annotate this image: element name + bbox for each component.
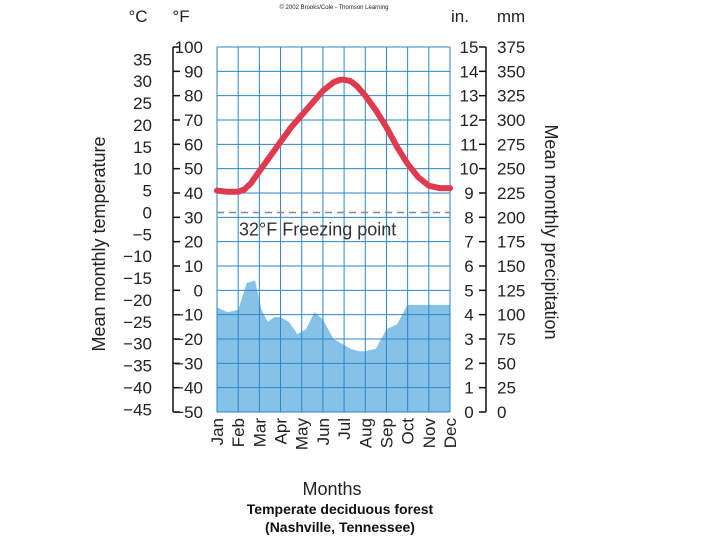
fahrenheit-tick-label: −10 xyxy=(174,306,203,325)
month-label: Oct xyxy=(399,418,418,445)
month-label: Sep xyxy=(377,418,396,448)
millimeter-tick-label: 275 xyxy=(497,135,525,154)
fahrenheit-tick-label: 60 xyxy=(184,135,203,154)
millimeter-tick-label: 100 xyxy=(497,306,525,325)
millimeter-tick-label: 325 xyxy=(497,87,525,106)
right-axis-title: Mean monthly precipitation xyxy=(541,124,561,339)
millimeter-tick-label: 50 xyxy=(497,354,516,373)
month-label: Jun xyxy=(314,418,333,445)
celsius-tick-label: 15 xyxy=(133,138,152,157)
millimeters-unit-label: mm xyxy=(497,7,525,26)
inches-tick-label: 3 xyxy=(464,330,473,349)
fahrenheit-tick-label: 50 xyxy=(184,160,203,179)
inches-tick-label: 7 xyxy=(464,233,473,252)
fahrenheit-tick-label: −20 xyxy=(174,330,203,349)
fahrenheit-tick-label: 90 xyxy=(184,62,203,81)
celsius-tick-label: −30 xyxy=(123,335,152,354)
fahrenheit-tick-label: −40 xyxy=(174,379,203,398)
celsius-tick-label: −15 xyxy=(123,269,152,288)
inches-tick-label: 10 xyxy=(460,160,479,179)
axes-layer xyxy=(172,46,487,413)
inches-tick-label: 12 xyxy=(460,111,479,130)
fahrenheit-tick-label: 0 xyxy=(194,281,203,300)
millimeter-tick-label: 300 xyxy=(497,111,525,130)
month-label: Apr xyxy=(272,418,291,445)
fahrenheit-tick-label: 20 xyxy=(184,233,203,252)
fahrenheit-tick-label: 80 xyxy=(184,87,203,106)
month-label: Aug xyxy=(356,418,375,448)
celsius-tick-label: −35 xyxy=(123,357,152,376)
month-label: Dec xyxy=(441,418,460,449)
celsius-tick-label: 25 xyxy=(133,94,152,113)
celsius-tick-label: −25 xyxy=(123,313,152,332)
left-axis-title: Mean monthly temperature xyxy=(89,136,109,351)
x-axis-title: Months xyxy=(302,479,361,499)
inches-tick-label: 2 xyxy=(464,354,473,373)
inches-tick-label: 6 xyxy=(464,257,473,276)
precipitation-area-layer xyxy=(217,280,450,412)
inches-tick-label: 13 xyxy=(460,87,479,106)
celsius-tick-label: 0 xyxy=(143,203,152,222)
celsius-tick-label: −40 xyxy=(123,378,152,397)
millimeter-tick-label: 0 xyxy=(497,403,506,422)
fahrenheit-tick-label: 10 xyxy=(184,257,203,276)
month-label: Feb xyxy=(229,418,248,447)
caption-biome: Temperate deciduous forest xyxy=(246,501,434,517)
temperature-line xyxy=(214,76,453,195)
fahrenheit-unit-label: °F xyxy=(172,7,189,26)
precipitation-area xyxy=(217,280,450,412)
celsius-tick-label: 10 xyxy=(133,160,152,179)
millimeter-tick-label: 150 xyxy=(497,257,525,276)
month-label: Nov xyxy=(420,418,439,449)
inches-tick-label: 4 xyxy=(464,306,473,325)
millimeter-tick-label: 75 xyxy=(497,330,516,349)
month-labels-layer: Jan Feb Mar Apr May Jun Jul Aug Sep Oct Nov Dec xyxy=(208,418,460,451)
tick-labels-layer: 35302520151050−5−10−15−20−25−30−35−40−45… xyxy=(123,38,525,422)
celsius-tick-label: 20 xyxy=(133,116,152,135)
freezing-line-layer: 32°F Freezing point xyxy=(217,211,450,239)
month-label: Mar xyxy=(250,418,269,448)
millimeter-tick-label: 350 xyxy=(497,62,525,81)
millimeter-tick-label: 250 xyxy=(497,160,525,179)
millimeter-tick-label: 375 xyxy=(497,38,525,57)
inches-tick-label: 15 xyxy=(460,38,479,57)
month-label: Jul xyxy=(335,418,354,440)
fahrenheit-tick-label: 30 xyxy=(184,208,203,227)
fahrenheit-tick-label: −30 xyxy=(174,354,203,373)
inches-tick-label: 8 xyxy=(464,208,473,227)
month-label: Jan xyxy=(208,418,227,445)
fahrenheit-tick-label: 70 xyxy=(184,111,203,130)
month-label: May xyxy=(293,418,312,451)
celsius-tick-label: 35 xyxy=(133,50,152,69)
fahrenheit-tick-label: 40 xyxy=(184,184,203,203)
copyright-notice: © 2002 Brooks/Cole - Thomson Learning xyxy=(279,4,388,11)
millimeter-tick-label: 225 xyxy=(497,184,525,203)
millimeter-tick-label: 175 xyxy=(497,233,525,252)
freezing-point-label: 32°F Freezing point xyxy=(239,219,396,239)
fahrenheit-tick-label: 100 xyxy=(175,38,203,57)
millimeter-tick-label: 25 xyxy=(497,379,516,398)
inches-tick-label: 14 xyxy=(460,62,479,81)
millimeter-tick-label: 125 xyxy=(497,281,525,300)
celsius-tick-label: −20 xyxy=(123,291,152,310)
inches-unit-label: in. xyxy=(451,7,469,26)
inches-tick-label: 0 xyxy=(464,403,473,422)
celsius-tick-label: 5 xyxy=(143,182,152,201)
millimeter-tick-label: 200 xyxy=(497,208,525,227)
celsius-tick-label: 30 xyxy=(133,72,152,91)
celsius-unit-label: °C xyxy=(128,7,147,26)
temperature-line-layer xyxy=(214,76,453,195)
celsius-tick-label: −10 xyxy=(123,247,152,266)
celsius-tick-label: −5 xyxy=(133,225,152,244)
inches-tick-label: 5 xyxy=(464,281,473,300)
caption-location: (Nashville, Tennessee) xyxy=(265,519,415,535)
inches-tick-label: 11 xyxy=(460,135,478,154)
celsius-tick-label: −45 xyxy=(123,400,152,419)
inches-tick-label: 9 xyxy=(464,184,473,203)
fahrenheit-tick-label: −50 xyxy=(174,403,203,422)
inches-tick-label: 1 xyxy=(464,379,473,398)
